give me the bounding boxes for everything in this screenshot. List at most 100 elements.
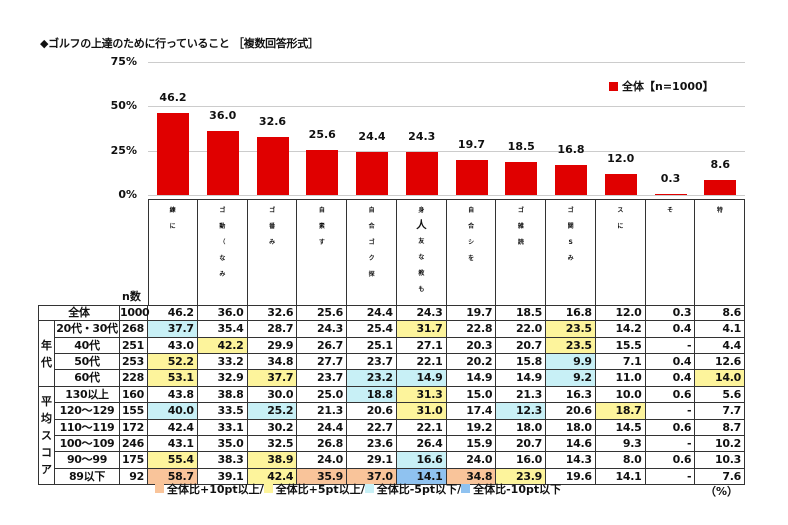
row-n: 251 — [120, 337, 148, 355]
header-text: に — [617, 223, 623, 230]
table-cell: 20.6 — [347, 403, 397, 420]
bar-value-label: 8.6 — [710, 157, 731, 171]
table-cell: 26.4 — [396, 435, 447, 453]
table-cell: 40.0 — [148, 403, 198, 420]
header-line: ゴ — [546, 202, 595, 218]
header-text: も — [418, 286, 424, 293]
header-text: み — [567, 255, 574, 262]
row-n: 228 — [120, 370, 148, 387]
row-label: 20代・30代 — [55, 321, 120, 338]
table-cell: 20.2 — [446, 354, 497, 371]
header-text: 自 — [468, 207, 474, 214]
table-cell: 14.9 — [396, 370, 447, 387]
table-cell: 27.7 — [297, 354, 347, 371]
key-label: 全体比-10pt以下 — [473, 483, 562, 496]
table-cell: 4.1 — [695, 321, 745, 338]
bar — [206, 131, 239, 195]
table-cell: 0.6 — [645, 419, 696, 436]
bar — [405, 151, 438, 195]
header-text: 探 — [368, 271, 375, 278]
header-line: 自 — [347, 202, 396, 218]
row-label: 50代 — [55, 354, 120, 371]
header-line: 探 — [347, 266, 396, 282]
highlight-key: 全体比-10pt以下 — [461, 481, 561, 497]
y-tick-label: 25% — [110, 143, 137, 157]
table-cell: 32.5 — [247, 435, 298, 453]
table-cell: 14.9 — [446, 370, 497, 387]
header-text: 身 — [418, 207, 424, 214]
table-cell: 30.2 — [247, 419, 298, 436]
header-line: 自 — [297, 202, 346, 218]
table-cell: 10.2 — [695, 435, 745, 453]
header-text: ス — [617, 207, 623, 214]
y-tick-label: 75% — [110, 55, 137, 68]
group-char: コ — [41, 445, 52, 459]
legend-label: 全体【n=1000】 — [622, 80, 714, 93]
table-cell: 20.7 — [496, 435, 546, 453]
table-cell: 43.1 — [148, 435, 198, 453]
header-text: 特 — [716, 207, 723, 214]
header-text: 関 — [567, 223, 574, 230]
table-cell: 8.6 — [695, 305, 745, 322]
table-cell: 8.0 — [595, 452, 646, 469]
unit-label: （%） — [705, 485, 739, 498]
table-cell: 16.3 — [546, 386, 596, 404]
n-header: n数 — [122, 290, 141, 303]
column-header: 身人友な教も — [397, 199, 447, 305]
row-label: 89以下 — [55, 468, 120, 485]
table-cell: 18.8 — [347, 386, 397, 404]
table-cell: 46.2 — [148, 305, 198, 322]
column-header: 自素す — [297, 199, 347, 305]
table-cell: - — [645, 435, 696, 453]
header-line: み — [198, 266, 247, 282]
row-label: 40代 — [55, 337, 120, 355]
table-cell: 22.7 — [347, 419, 397, 436]
table-cell: 39.1 — [197, 468, 248, 485]
table-cell: 16.0 — [496, 452, 546, 469]
table-row-top-border — [38, 305, 745, 306]
table-cell: 26.7 — [297, 337, 347, 355]
header-line: S — [546, 234, 595, 250]
row-group-label: 年代 — [38, 321, 55, 387]
header-line: 教 — [397, 265, 446, 281]
header-line: ゴ — [248, 202, 297, 218]
header-line: ス — [596, 202, 645, 218]
header-line: に — [148, 218, 197, 234]
header-line: ゴ — [496, 202, 545, 218]
header-text: ゴ — [219, 207, 225, 214]
chart-legend: 全体【n=1000】 — [609, 78, 714, 94]
table-cell: 12.6 — [695, 354, 745, 371]
bar — [604, 173, 637, 195]
table-cell: 23.9 — [496, 468, 546, 485]
row-n: 268 — [120, 321, 148, 338]
header-line: 合 — [347, 218, 396, 234]
table-cell: 25.6 — [297, 305, 347, 322]
header-text: S — [568, 239, 573, 246]
bar — [157, 113, 189, 195]
table-cell: 12.0 — [595, 305, 646, 322]
highlight-legend: 全体比+10pt以上/全体比+5pt以上/全体比-5pt以下/全体比-10pt以… — [155, 481, 561, 497]
column-header: そ — [646, 199, 696, 305]
table-cell: 30.0 — [247, 386, 298, 404]
header-text: 素 — [318, 223, 325, 230]
header-line: す — [297, 234, 346, 250]
header-line: も — [397, 281, 446, 297]
header-line: 自 — [447, 202, 496, 218]
table-cell: 14.2 — [595, 321, 646, 338]
table-cell: 26.8 — [297, 435, 347, 453]
table-cell: 34.8 — [247, 354, 298, 371]
table-cell: 22.8 — [446, 321, 497, 338]
column-header: 自合ゴク探 — [347, 199, 397, 305]
bar — [654, 194, 687, 195]
column-header: ゴ番み — [248, 199, 298, 305]
gridline — [148, 150, 745, 152]
row-label: 全体 — [38, 305, 120, 322]
header-line: （ — [198, 234, 247, 250]
table-cell: 15.9 — [446, 435, 497, 453]
table-cell: 42.2 — [197, 337, 248, 355]
table-cell: 21.3 — [496, 386, 546, 404]
table-cell: 18.7 — [595, 403, 646, 420]
bar — [356, 151, 388, 195]
header-line: み — [248, 234, 297, 250]
header-line: 雑 — [496, 218, 545, 234]
